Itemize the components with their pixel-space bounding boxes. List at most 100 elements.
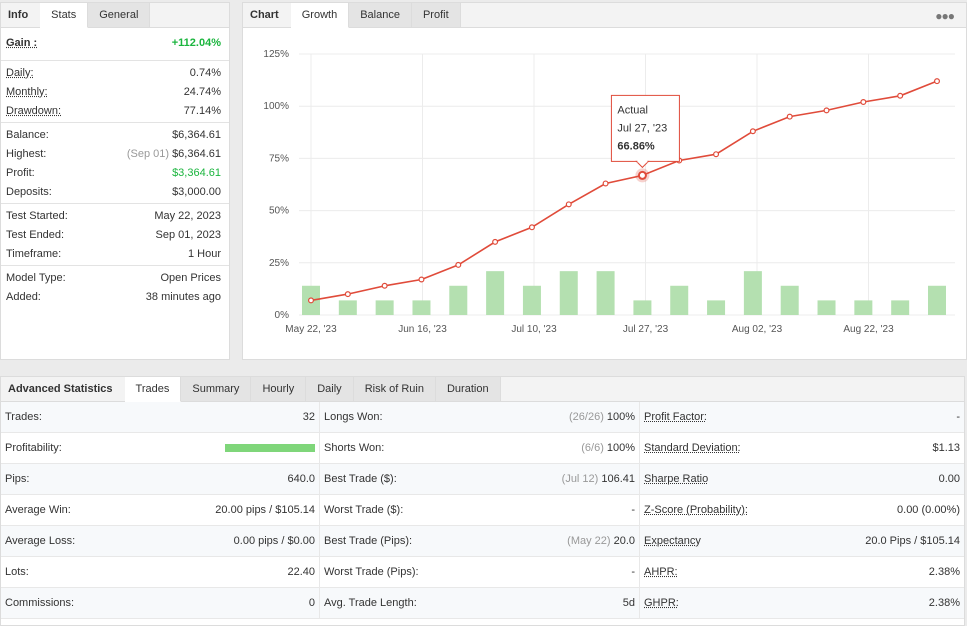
stat-value: (Jul 12) 106.41 xyxy=(562,473,635,485)
data-point[interactable] xyxy=(418,276,425,283)
data-point[interactable] xyxy=(786,113,793,120)
stat-label: Trades: xyxy=(5,411,42,423)
data-point[interactable] xyxy=(860,99,867,106)
tab-duration[interactable]: Duration xyxy=(435,377,501,401)
info-value-text: $6,364.61 xyxy=(172,128,221,141)
stat-row: Pips: 640.0 xyxy=(1,464,319,495)
info-label: Test Started: xyxy=(6,209,68,222)
tab-daily[interactable]: Daily xyxy=(306,377,354,401)
y-tick-label: 50% xyxy=(269,206,289,217)
stat-row: AHPR: 2.38% xyxy=(640,557,964,588)
stat-note: (6/6) xyxy=(581,442,604,454)
info-label: Timeframe: xyxy=(6,247,62,260)
stat-label[interactable]: Profit Factor: xyxy=(644,411,707,423)
info-value: 0.74% xyxy=(190,67,221,79)
stats-column-1: Trades: 32 Profitability: Pips: 640.0 Average… xyxy=(1,402,320,619)
info-row: Daily: 0.74% xyxy=(1,63,229,82)
stat-label: Longs Won: xyxy=(324,411,383,423)
gain-label[interactable]: Gain : xyxy=(6,37,38,49)
data-point[interactable] xyxy=(307,297,314,304)
info-label[interactable]: Monthly: xyxy=(6,85,48,98)
stat-row: Trades: 32 xyxy=(1,402,319,433)
model-rows: Model Type: Open Prices Added: 38 minutes a… xyxy=(1,268,229,306)
stat-label[interactable]: Z-Score (Probability): xyxy=(644,504,748,516)
data-point[interactable] xyxy=(455,261,462,268)
x-tick-label: Jul 27, '23 xyxy=(623,324,669,335)
tab-growth[interactable]: Growth xyxy=(290,3,350,28)
stat-row: GHPR: 2.38% xyxy=(640,588,964,619)
info-label: Highest: xyxy=(6,147,47,160)
stat-label[interactable]: Sharpe Ratio xyxy=(644,473,709,485)
volume-bar xyxy=(928,285,946,315)
stat-value-text: 0 xyxy=(308,597,315,609)
stat-label: Shorts Won: xyxy=(324,442,385,454)
volume-bar xyxy=(338,300,357,315)
stat-value-text: 5d xyxy=(622,597,635,609)
stat-label[interactable]: GHPR: xyxy=(644,597,679,609)
profitability-bar xyxy=(225,444,315,452)
data-point[interactable] xyxy=(933,78,940,85)
data-point[interactable] xyxy=(565,201,572,208)
data-point[interactable] xyxy=(897,92,904,99)
tab-summary[interactable]: Summary xyxy=(181,377,252,401)
tab-info: Info xyxy=(1,3,41,27)
stat-value-text: 100% xyxy=(606,442,635,454)
stat-label: Commissions: xyxy=(5,597,75,609)
stat-value-text: 100% xyxy=(606,411,635,423)
data-point[interactable] xyxy=(528,224,535,231)
stat-value: - xyxy=(956,411,960,423)
data-point[interactable] xyxy=(344,291,351,298)
stat-value: 32 xyxy=(303,411,315,423)
data-point[interactable] xyxy=(381,282,388,289)
hover-point[interactable] xyxy=(637,170,647,180)
tab-balance[interactable]: Balance xyxy=(349,3,412,27)
ellipsis-icon[interactable]: ●●● xyxy=(935,9,955,23)
tab-general[interactable]: General xyxy=(88,3,151,27)
stat-label[interactable]: Expectancy xyxy=(644,535,701,547)
info-row: Monthly: 24.74% xyxy=(1,82,229,101)
tab-hourly[interactable]: Hourly xyxy=(251,377,307,401)
info-label[interactable]: Daily: xyxy=(6,66,34,79)
volume-bar xyxy=(449,285,468,315)
stat-value-text: 20.0 xyxy=(613,535,635,547)
stat-value-text: 640.0 xyxy=(287,473,315,485)
info-row: Balance: $6,364.61 xyxy=(1,125,229,144)
stat-value-text: - xyxy=(956,411,960,423)
stat-value-text: 22.40 xyxy=(287,566,315,578)
info-row: Highest: (Sep 01) $6,364.61 xyxy=(1,144,229,163)
stat-value-text: 0.00 pips / $0.00 xyxy=(233,535,315,547)
info-value: $6,364.61 xyxy=(172,129,221,141)
stat-value-text: 20.0 Pips / $105.14 xyxy=(865,535,960,547)
tooltip-value: 66.86% xyxy=(617,140,655,152)
y-tick-label: 0% xyxy=(275,310,290,321)
data-point[interactable] xyxy=(492,238,499,245)
volume-bar xyxy=(559,271,578,315)
stat-value-text: - xyxy=(631,504,635,516)
stat-row: Best Trade (Pips): (May 22) 20.0 xyxy=(320,526,639,557)
stat-label[interactable]: Standard Deviation: xyxy=(644,442,741,454)
info-value: $3,000.00 xyxy=(172,186,221,198)
data-point[interactable] xyxy=(823,107,830,114)
x-tick-label: Jun 16, '23 xyxy=(398,324,447,335)
tab-trades[interactable]: Trades xyxy=(124,377,182,402)
tab-stats[interactable]: Stats xyxy=(40,3,89,28)
chart-panel: Chart Growth Balance Profit ●●● 125% 100%… xyxy=(242,2,967,360)
tooltip-box xyxy=(610,94,680,162)
stat-value: - xyxy=(631,566,635,578)
data-point[interactable] xyxy=(602,180,609,187)
info-row: Model Type: Open Prices xyxy=(1,268,229,287)
tab-profit[interactable]: Profit xyxy=(411,3,461,27)
info-label[interactable]: Drawdown: xyxy=(6,104,62,117)
info-value: (Sep 01) $6,364.61 xyxy=(127,148,221,160)
gain-row: Gain : +112.04% xyxy=(1,28,229,58)
stat-label: Best Trade (Pips): xyxy=(324,535,413,547)
volume-bar xyxy=(412,300,431,315)
stat-label[interactable]: AHPR: xyxy=(644,566,678,578)
y-tick-label: 75% xyxy=(269,153,289,164)
data-point[interactable] xyxy=(749,128,756,135)
stat-note: (26/26) xyxy=(569,411,604,423)
info-row: Test Started: May 22, 2023 xyxy=(1,206,229,225)
tab-risk-of-ruin[interactable]: Risk of Ruin xyxy=(353,377,436,401)
y-tick-label: 125% xyxy=(263,49,289,60)
data-point[interactable] xyxy=(713,151,720,158)
